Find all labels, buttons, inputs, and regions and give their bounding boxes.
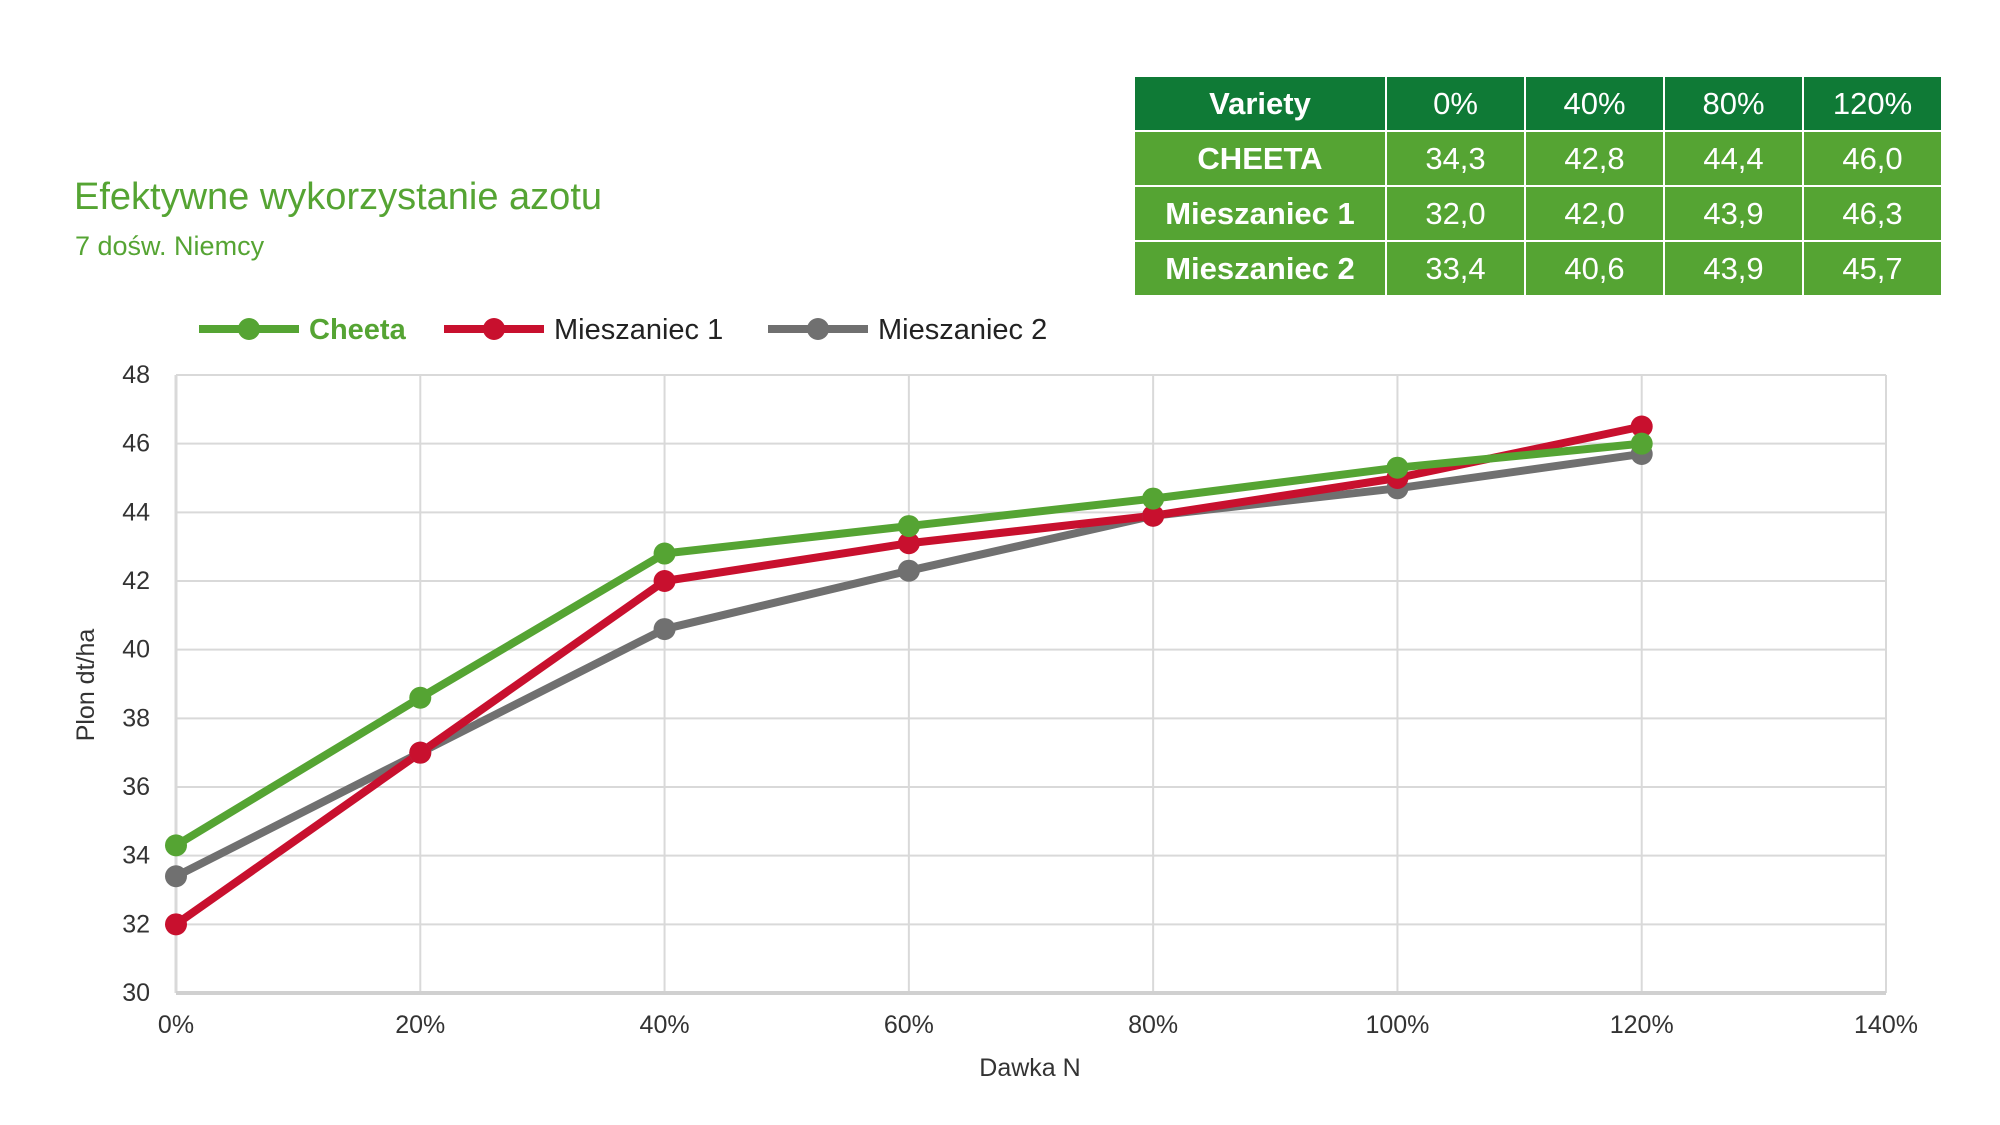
table-cell: 42,0 xyxy=(1524,185,1665,242)
chart-grid xyxy=(176,374,1887,993)
x-tick-label: 80% xyxy=(1128,1011,1178,1039)
table-cell: 42,8 xyxy=(1524,130,1665,187)
y-tick-label: 34 xyxy=(122,842,150,870)
table-cell: 33,4 xyxy=(1385,240,1526,297)
table-header-variety: Variety xyxy=(1133,75,1387,132)
data-point-1 xyxy=(897,532,920,555)
summary-table: Variety 0% 40% 80% 120% CHEETA 34,3 42,8… xyxy=(1133,75,1943,297)
table-row-name: Mieszaniec 2 xyxy=(1133,240,1387,297)
data-point-2 xyxy=(165,865,187,888)
y-tick-label: 38 xyxy=(122,704,150,732)
legend-marker xyxy=(483,318,505,340)
y-tick-label: 42 xyxy=(122,567,150,595)
x-axis-label: Dawka N xyxy=(979,1054,1080,1082)
x-tick-label: 140% xyxy=(1854,1011,1918,1039)
table-cell: 32,0 xyxy=(1385,185,1526,242)
table-cell: 40,6 xyxy=(1524,240,1665,297)
chart-series xyxy=(165,415,1653,936)
legend-label: Cheeta xyxy=(309,314,407,346)
table-header-cell: 120% xyxy=(1802,75,1943,132)
y-tick-label: 40 xyxy=(122,636,150,664)
chart-subtitle: 7 dośw. Niemcy xyxy=(75,231,265,261)
x-tick-label: 0% xyxy=(158,1011,194,1039)
y-tick-label: 36 xyxy=(122,773,150,801)
x-tick-label: 60% xyxy=(884,1011,934,1039)
chart-title: Efektywne wykorzystanie azotu xyxy=(74,176,603,218)
table-cell: 34,3 xyxy=(1385,130,1526,187)
table-cell: 43,9 xyxy=(1663,185,1804,242)
data-point-0 xyxy=(1142,487,1165,510)
data-point-1 xyxy=(1630,415,1653,438)
table-header-cell: 0% xyxy=(1385,75,1526,132)
chart-legend: Cheeta Mieszaniec 1 Mieszaniec 2 xyxy=(199,314,1047,346)
legend-label: Mieszaniec 1 xyxy=(554,314,723,346)
y-axis-label: Plon dt/ha xyxy=(72,629,100,742)
table-row: Mieszaniec 1 32,0 42,0 43,9 46,3 xyxy=(1133,185,1943,242)
x-tick-label: 100% xyxy=(1365,1011,1429,1039)
table-cell: 46,3 xyxy=(1802,185,1943,242)
data-point-1 xyxy=(409,741,432,764)
table-cell: 46,0 xyxy=(1802,130,1943,187)
data-point-1 xyxy=(653,570,676,592)
data-point-2 xyxy=(653,618,676,641)
legend-marker xyxy=(807,318,829,340)
data-point-0 xyxy=(409,686,432,709)
y-tick-label: 48 xyxy=(122,361,150,389)
y-tick-label: 46 xyxy=(122,430,150,458)
y-tick-label: 30 xyxy=(122,979,150,1007)
table-row-name: CHEETA xyxy=(1133,130,1387,187)
data-point-0 xyxy=(1630,432,1653,455)
y-tick-label: 32 xyxy=(122,910,150,938)
x-tick-label: 120% xyxy=(1610,1011,1674,1039)
data-point-0 xyxy=(897,515,920,538)
table-cell: 45,7 xyxy=(1802,240,1943,297)
x-tick-label: 40% xyxy=(640,1011,690,1039)
legend-marker xyxy=(238,318,260,340)
data-point-2 xyxy=(897,559,920,582)
x-tick-label: 20% xyxy=(395,1011,445,1039)
data-point-1 xyxy=(1142,504,1165,527)
table-header-row: Variety 0% 40% 80% 120% xyxy=(1133,75,1943,132)
y-tick-label: 44 xyxy=(122,498,150,526)
table-row: CHEETA 34,3 42,8 44,4 46,0 xyxy=(1133,130,1943,187)
data-point-0 xyxy=(165,834,187,857)
table-header-cell: 40% xyxy=(1524,75,1665,132)
data-point-0 xyxy=(653,542,676,565)
legend-label: Mieszaniec 2 xyxy=(878,314,1047,346)
data-point-1 xyxy=(165,913,187,936)
table-cell: 44,4 xyxy=(1663,130,1804,187)
table-header-cell: 80% xyxy=(1663,75,1804,132)
table-cell: 43,9 xyxy=(1663,240,1804,297)
chart-axes: 30 32 34 36 38 40 42 44 46 48 0% 20% 40% 60% 80% 100% 12… xyxy=(122,361,1918,1039)
table-row-name: Mieszaniec 1 xyxy=(1133,185,1387,242)
table-row: Mieszaniec 2 33,4 40,6 43,9 45,7 xyxy=(1133,240,1943,297)
data-point-0 xyxy=(1386,456,1409,479)
